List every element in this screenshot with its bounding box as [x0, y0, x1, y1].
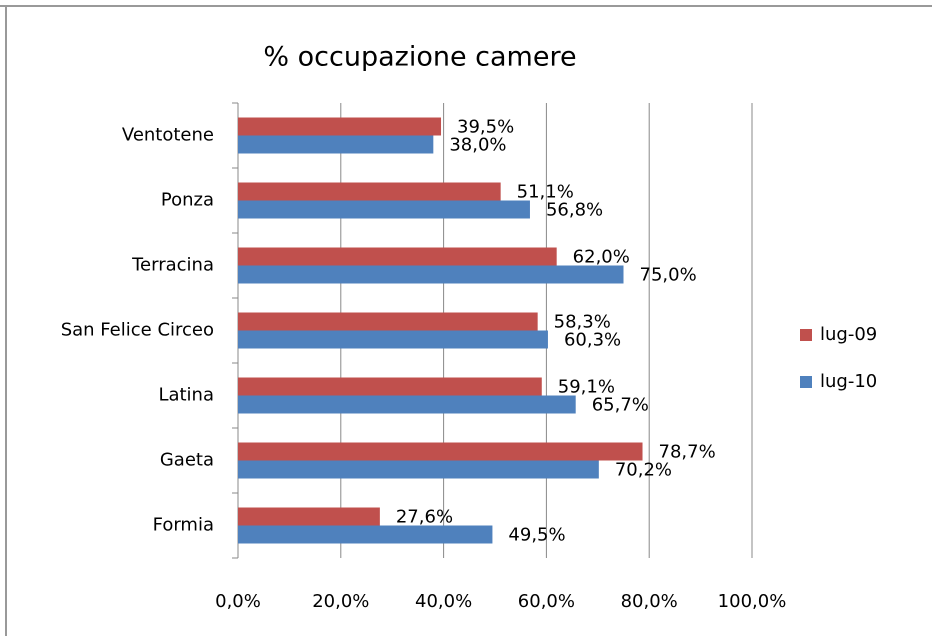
bar — [238, 377, 542, 396]
bar — [238, 135, 434, 154]
x-tick-label: 40,0% — [415, 591, 472, 612]
data-label: 62,0% — [573, 247, 630, 268]
x-tick-label: 20,0% — [312, 591, 369, 612]
data-label: 59,1% — [558, 377, 615, 398]
data-label: 39,5% — [457, 117, 514, 138]
data-label: 51,1% — [517, 182, 574, 203]
data-label: 60,3% — [564, 330, 621, 351]
bar — [238, 525, 493, 544]
bar — [238, 265, 624, 284]
y-tick-label: San Felice Circeo — [61, 320, 214, 341]
data-label: 56,8% — [546, 200, 603, 221]
bar — [238, 117, 442, 136]
data-label: 38,0% — [449, 135, 506, 156]
legend-label: lug-09 — [820, 324, 877, 345]
bar — [238, 395, 576, 414]
data-label: 49,5% — [508, 525, 565, 546]
y-tick-label: Terracina — [131, 255, 214, 276]
x-tick-label: 80,0% — [621, 591, 678, 612]
bar — [238, 312, 538, 331]
legend-swatch — [800, 329, 812, 341]
y-tick-label: Latina — [158, 385, 214, 406]
y-tick-label: Formia — [153, 515, 214, 536]
legend-label: lug-10 — [820, 371, 877, 392]
chart-title: % occupazione camere — [263, 42, 576, 73]
bar — [238, 200, 530, 219]
bar — [238, 507, 380, 526]
legend-swatch — [800, 376, 812, 388]
data-label: 65,7% — [592, 395, 649, 416]
data-label: 58,3% — [554, 312, 611, 333]
data-label: 27,6% — [396, 507, 453, 528]
y-tick-label: Ponza — [161, 190, 214, 211]
bar — [238, 247, 557, 266]
y-tick-label: Ventotene — [122, 125, 214, 146]
data-label: 75,0% — [640, 265, 697, 286]
data-label: 78,7% — [659, 442, 716, 463]
bar — [238, 330, 548, 349]
x-tick-label: 100,0% — [718, 591, 787, 612]
x-tick-label: 60,0% — [518, 591, 575, 612]
bar — [238, 460, 599, 479]
y-tick-label: Gaeta — [160, 450, 214, 471]
bar — [238, 442, 643, 461]
data-label: 70,2% — [615, 460, 672, 481]
x-tick-label: 0,0% — [215, 591, 261, 612]
bar — [238, 182, 501, 201]
